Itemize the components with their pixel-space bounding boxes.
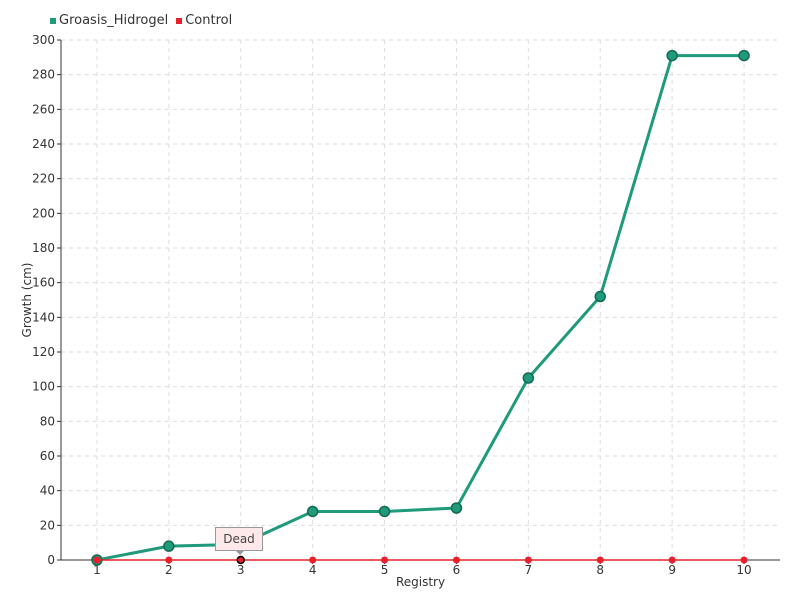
y-tick-label: 220 bbox=[32, 172, 55, 186]
x-tick-label: 3 bbox=[237, 563, 245, 577]
x-tick-label: 5 bbox=[381, 563, 389, 577]
legend-label-control: Control bbox=[185, 13, 233, 28]
x-tick-label: 1 bbox=[93, 563, 101, 577]
x-tick-label: 4 bbox=[309, 563, 317, 577]
x-axis-title: Registry bbox=[396, 575, 445, 589]
hovered-point bbox=[236, 555, 245, 565]
data-point-groasis bbox=[594, 290, 606, 303]
y-tick-label: 160 bbox=[32, 276, 55, 290]
data-point-control bbox=[381, 556, 389, 564]
y-tick-label: 80 bbox=[40, 414, 55, 428]
x-tick-label: 8 bbox=[596, 563, 604, 577]
data-point-control bbox=[596, 556, 604, 564]
data-point-groasis bbox=[522, 372, 535, 384]
data-point-groasis bbox=[450, 502, 463, 514]
tooltip-text: Dead bbox=[223, 532, 255, 546]
data-point-control bbox=[524, 556, 532, 564]
x-tick-label: 7 bbox=[525, 563, 533, 577]
y-tick-label: 20 bbox=[40, 518, 55, 532]
legend-item-control[interactable]: Control bbox=[176, 13, 232, 28]
y-tick-label: 280 bbox=[32, 68, 55, 82]
data-point-control bbox=[165, 556, 173, 564]
legend-swatch-control bbox=[176, 17, 183, 24]
data-point-control bbox=[668, 556, 676, 564]
legend-swatch-groasis bbox=[50, 17, 56, 24]
legend: Groasis_Hidrogel Control bbox=[50, 13, 232, 28]
y-tick-label: 140 bbox=[32, 310, 55, 324]
legend-label-groasis: Groasis_Hidrogel bbox=[59, 13, 169, 28]
y-tick-label: 60 bbox=[40, 449, 55, 463]
y-tick-label: 240 bbox=[32, 137, 55, 151]
y-tick-label: 200 bbox=[32, 206, 55, 220]
data-point-control bbox=[309, 556, 317, 564]
data-point-groasis bbox=[306, 505, 319, 518]
y-tick-label: 260 bbox=[32, 102, 55, 116]
y-tick-label: 120 bbox=[32, 345, 55, 359]
x-tick-label: 10 bbox=[736, 563, 751, 577]
data-point-groasis bbox=[163, 540, 175, 552]
x-tick-label: 9 bbox=[668, 563, 676, 577]
y-tick-label: 40 bbox=[40, 484, 55, 498]
y-tick-label: 0 bbox=[47, 553, 55, 567]
data-point-groasis bbox=[738, 49, 750, 62]
data-point-control bbox=[740, 556, 748, 564]
y-tick-label: 100 bbox=[32, 380, 55, 394]
tooltip-arrow bbox=[235, 550, 245, 555]
y-tick-label: 180 bbox=[32, 241, 55, 255]
x-tick-label: 2 bbox=[165, 563, 173, 577]
data-point-groasis bbox=[378, 505, 391, 518]
series-line-0 bbox=[96, 54, 745, 562]
x-tick-label: 6 bbox=[453, 563, 461, 577]
grid bbox=[61, 39, 780, 561]
legend-item-groasis[interactable]: Groasis_Hidrogel bbox=[50, 13, 168, 28]
tooltip: Dead bbox=[215, 527, 263, 551]
y-axis-title: Growth (cm) bbox=[20, 263, 34, 338]
y-tick-label: 300 bbox=[32, 33, 55, 47]
data-point-groasis bbox=[666, 49, 678, 62]
data-point-control bbox=[93, 556, 101, 564]
data-point-control bbox=[452, 556, 460, 564]
